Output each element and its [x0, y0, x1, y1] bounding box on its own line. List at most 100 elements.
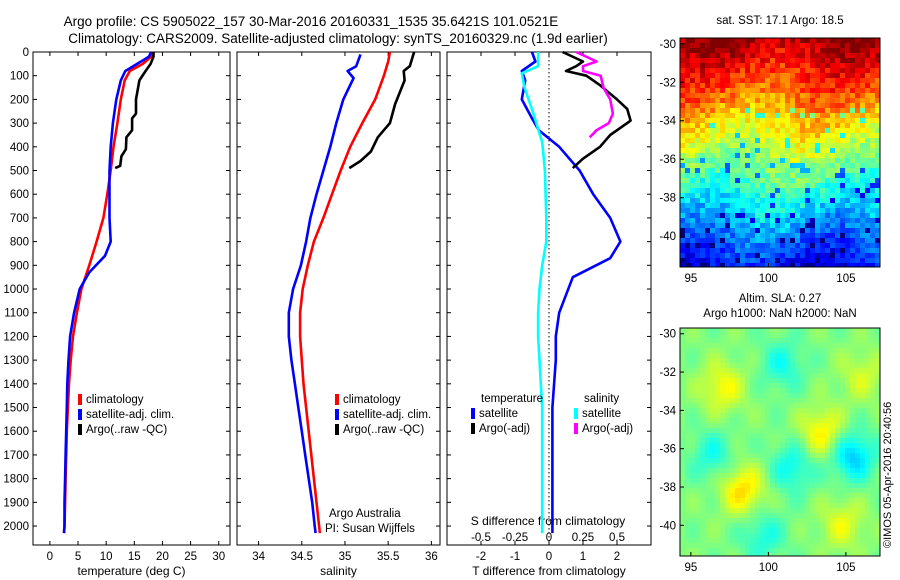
legend-label: satellite	[479, 408, 518, 420]
x-tick-label: 2	[614, 551, 620, 563]
figure-title-line2: Climatology: CARS2009. Satellite-adjuste…	[68, 31, 608, 46]
legend-swatch	[335, 424, 339, 435]
argo-temperature-line	[114, 52, 155, 170]
depth-tick-label: 1200	[3, 331, 29, 343]
latitude-tick-label: -36	[659, 154, 676, 166]
depth-tick-label: 1000	[3, 284, 29, 296]
depth-tick-label: 300	[10, 118, 29, 130]
s-tick-label: 0.25	[572, 532, 594, 544]
s-tick-label: -0.25	[502, 532, 528, 544]
x-axis-label: temperature (deg C)	[77, 564, 185, 578]
legend-swatch	[78, 394, 82, 405]
x-tick-label: -1	[510, 551, 520, 563]
x-tick-label: 1	[580, 551, 586, 563]
depth-tick-label: 1400	[3, 379, 29, 391]
x-tick-label: 34.5	[291, 551, 313, 563]
depth-tick-label: 2000	[3, 521, 29, 533]
argo-t-difference-line	[562, 50, 632, 170]
legend-swatch	[471, 423, 475, 434]
depth-tick-label: 1600	[3, 426, 29, 438]
imos-credit: ©IMOS 05-Apr-2016 20:40:56	[882, 402, 894, 548]
salinity-profile-panel: 34 34.5 35 35.5 36 salinity climatology satelli…	[236, 51, 441, 578]
legend-label: satellite-adj. clim.	[86, 409, 174, 421]
map-title: Altim. SLA: 0.27	[739, 293, 821, 305]
map-frame	[679, 327, 881, 557]
depth-tick-label: 500	[10, 166, 29, 178]
latitude-tick-label: -30	[659, 329, 676, 341]
legend-label: satellite	[582, 408, 621, 420]
legend-title-temperature: temperature	[481, 393, 543, 405]
x-tick-label: 5	[75, 551, 81, 563]
depth-tick-label: 1500	[3, 403, 29, 415]
latitude-tick-label: -32	[659, 77, 676, 89]
satellite-salinity-line	[287, 53, 362, 534]
latitude-tick-label: -30	[659, 39, 676, 51]
map-frame	[679, 37, 881, 268]
sla-map-panel: -30 -32 -34 -36 -38 -40 95 100 105 Altim. SLA: 0.…	[659, 293, 881, 574]
x-tick-label: -2	[476, 551, 486, 563]
depth-tick-label: 100	[10, 71, 29, 83]
s-tick-label: -0.5	[471, 532, 491, 544]
longitude-tick-label: 95	[684, 562, 697, 574]
x-axis-label: T difference from climatology	[472, 564, 626, 578]
x-tick-label: 35.5	[377, 551, 399, 563]
legend-swatch	[574, 423, 578, 434]
difference-profile-panel: -2 -1 0 1 2T difference from climatology -0.5…	[446, 50, 652, 578]
longitude-tick-label: 105	[836, 273, 855, 285]
legend-swatch	[335, 409, 339, 420]
depth-tick-label: 1800	[3, 474, 29, 486]
satellite-s-difference-line	[520, 52, 548, 534]
argo-australia-label: Argo Australia	[329, 508, 401, 520]
figure-title-line1: Argo profile: CS 5905022_157 30-Mar-2016…	[64, 14, 559, 29]
depth-tick-label: 800	[10, 237, 29, 249]
x-axis-label: salinity	[320, 564, 357, 578]
legend-label: climatology	[343, 394, 401, 406]
legend-label: Argo(..raw -QC)	[343, 424, 424, 436]
x-tick-label: 25	[184, 551, 197, 563]
map-title: Argo h1000: NaN h2000: NaN	[703, 308, 856, 320]
x-tick-label: 15	[128, 551, 141, 563]
s-tick-label: 0	[546, 532, 552, 544]
satellite-temperature-line	[62, 51, 153, 534]
sst-map-panel: -30 -32 -34 -36 -38 -40 95 100 105 sat. SST: 17.1…	[659, 15, 881, 285]
legend-label: Argo(-adj)	[479, 423, 530, 435]
satellite-t-difference-line	[520, 51, 622, 534]
legend-label: Argo(-adj)	[582, 423, 633, 435]
x-tick-label: 30	[212, 551, 225, 563]
depth-tick-label: 1100	[4, 308, 29, 320]
heatmap-field	[680, 328, 880, 556]
depth-tick-label: 600	[10, 189, 29, 201]
x-tick-label: 10	[100, 551, 113, 563]
legend-label: climatology	[86, 394, 144, 406]
latitude-tick-label: -36	[659, 444, 676, 456]
legend-swatch	[78, 409, 82, 420]
s-axis-label: S difference from climatology	[471, 514, 626, 528]
longitude-tick-label: 95	[684, 273, 697, 285]
plot-area	[446, 51, 652, 546]
climatology-salinity-line	[298, 51, 392, 534]
longitude-tick-label: 100	[759, 562, 778, 574]
depth-tick-label: 400	[10, 142, 29, 154]
depth-tick-label: 0	[23, 47, 29, 59]
depth-tick-label: 1900	[3, 497, 29, 509]
argo-salinity-line	[348, 51, 416, 170]
latitude-tick-label: -34	[659, 405, 676, 417]
legend-swatch	[574, 408, 578, 419]
latitude-tick-label: -38	[659, 193, 676, 205]
x-tick-label: 36	[425, 551, 438, 563]
heatmap-field	[680, 38, 880, 267]
argo-s-difference-line	[575, 50, 615, 139]
latitude-tick-label: -40	[659, 231, 676, 243]
depth-tick-label: 900	[10, 260, 29, 272]
legend-swatch	[335, 394, 339, 405]
depth-tick-label: 700	[10, 213, 29, 225]
longitude-tick-label: 105	[836, 562, 855, 574]
legend-label: satellite-adj. clim.	[343, 409, 431, 421]
pi-label: PI: Susan Wijffels	[325, 523, 415, 535]
x-tick-label: 20	[156, 551, 169, 563]
depth-tick-label: 1700	[3, 450, 29, 462]
depth-tick-label: 200	[10, 94, 29, 106]
legend-title-salinity: salinity	[584, 393, 619, 405]
x-tick-label: 34	[252, 551, 265, 563]
